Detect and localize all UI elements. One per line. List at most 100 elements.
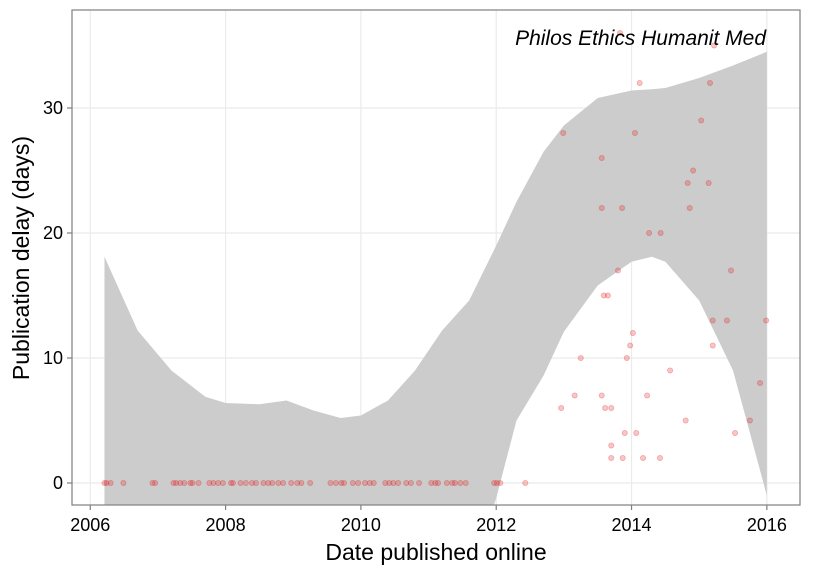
confidence-band	[104, 51, 767, 505]
point	[227, 479, 234, 486]
point	[633, 429, 640, 436]
point	[403, 479, 410, 486]
point	[600, 292, 607, 299]
point	[608, 442, 615, 449]
y-tick-label: 10	[43, 348, 63, 368]
point	[732, 429, 739, 436]
point	[698, 117, 705, 124]
point	[757, 379, 764, 386]
point	[280, 479, 287, 486]
point	[619, 454, 626, 461]
point	[386, 479, 393, 486]
x-tick-label: 2014	[612, 515, 652, 535]
point	[189, 479, 196, 486]
axes: 0 10 20 30 2006 2008 2010 2012 2014 2016	[43, 98, 787, 535]
point	[253, 479, 260, 486]
point	[120, 479, 127, 486]
point	[242, 479, 249, 486]
point	[327, 479, 334, 486]
point	[101, 479, 108, 486]
point	[170, 479, 177, 486]
point	[103, 479, 110, 486]
point	[149, 479, 156, 486]
point	[187, 479, 194, 486]
point	[428, 479, 435, 486]
point	[173, 479, 180, 486]
point	[457, 479, 464, 486]
point	[656, 454, 663, 461]
point	[646, 229, 653, 236]
point	[493, 479, 500, 486]
point	[497, 479, 504, 486]
point	[432, 479, 439, 486]
plot-area	[101, 29, 770, 505]
point	[608, 404, 615, 411]
point	[558, 404, 565, 411]
point	[361, 479, 368, 486]
point	[177, 479, 184, 486]
point	[763, 317, 770, 324]
point	[107, 479, 114, 486]
point	[219, 479, 226, 486]
point	[684, 179, 691, 186]
point	[667, 367, 674, 374]
point	[711, 42, 718, 49]
point	[629, 329, 636, 336]
point	[615, 267, 622, 274]
point	[181, 479, 188, 486]
x-tick-label: 2016	[747, 515, 787, 535]
point	[294, 479, 301, 486]
point	[338, 479, 345, 486]
point	[195, 479, 202, 486]
point	[657, 229, 664, 236]
point	[522, 479, 529, 486]
point	[340, 479, 347, 486]
point	[307, 479, 314, 486]
point	[407, 479, 414, 486]
point	[260, 479, 267, 486]
point	[686, 204, 693, 211]
point	[237, 479, 244, 486]
point	[746, 417, 753, 424]
point	[727, 267, 734, 274]
point	[723, 317, 730, 324]
point	[288, 479, 295, 486]
y-tick-label: 20	[43, 223, 63, 243]
point	[366, 479, 373, 486]
point	[248, 479, 255, 486]
point	[644, 392, 651, 399]
point	[349, 479, 356, 486]
point	[709, 317, 716, 324]
point	[627, 342, 634, 349]
point	[451, 479, 458, 486]
point	[449, 479, 456, 486]
point	[265, 479, 272, 486]
point	[230, 479, 237, 486]
point	[152, 479, 159, 486]
point	[631, 129, 638, 136]
point	[617, 29, 624, 36]
point	[462, 479, 469, 486]
point	[682, 417, 689, 424]
point	[298, 479, 305, 486]
x-tick-label: 2010	[341, 515, 381, 535]
point	[206, 479, 213, 486]
point	[577, 354, 584, 361]
y-axis-title: Publication delay (days)	[8, 136, 34, 380]
x-axis-title: Date published online	[325, 539, 546, 565]
point	[382, 479, 389, 486]
point	[275, 479, 282, 486]
point	[395, 479, 402, 486]
point	[621, 429, 628, 436]
point	[598, 204, 605, 211]
point	[210, 479, 217, 486]
point	[435, 479, 442, 486]
x-tick-label: 2012	[476, 515, 516, 535]
point	[491, 479, 498, 486]
point	[390, 479, 397, 486]
point	[623, 354, 630, 361]
y-tick-label: 0	[53, 473, 63, 493]
point	[604, 292, 611, 299]
point	[690, 167, 697, 174]
